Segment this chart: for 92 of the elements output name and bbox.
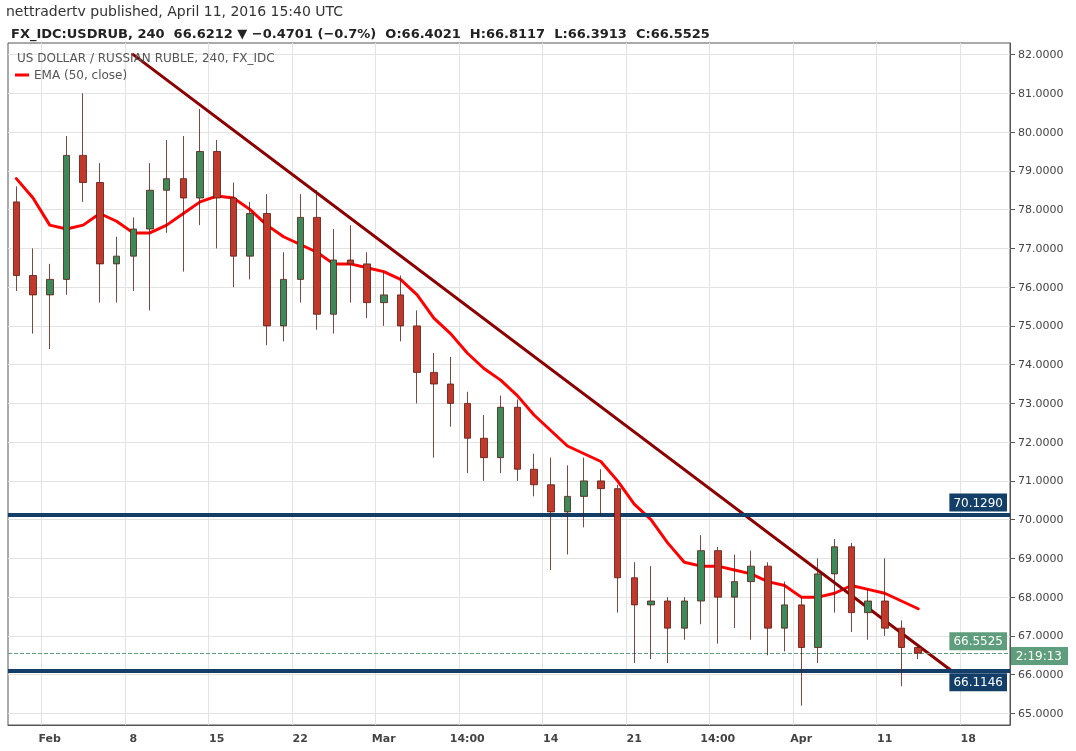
candlestick xyxy=(113,236,120,304)
candlestick xyxy=(430,352,438,459)
candlestick xyxy=(146,162,154,311)
candlestick xyxy=(79,92,87,203)
candlestick xyxy=(781,581,788,652)
candlestick xyxy=(464,391,471,474)
x-tick-label: 14:00 xyxy=(700,732,736,745)
candlestick xyxy=(397,275,404,342)
x-tick-label: 22 xyxy=(292,732,308,745)
candlestick xyxy=(597,468,605,517)
y-tick-label: 71.0000 xyxy=(1018,474,1064,488)
candlestick xyxy=(764,561,772,656)
candlestick xyxy=(514,399,521,482)
y-tick-label: 69.0000 xyxy=(1018,551,1064,565)
candlestick xyxy=(864,588,872,641)
candlestick xyxy=(447,356,454,428)
candlestick xyxy=(246,201,254,280)
y-tick-label: 78.0000 xyxy=(1018,203,1064,217)
y-tick-label: 66.0000 xyxy=(1018,668,1064,682)
candlestick xyxy=(647,565,655,660)
candlestick xyxy=(413,309,421,404)
y-tick-label: 79.0000 xyxy=(1018,164,1064,178)
y-tick-label: 70.0000 xyxy=(1018,513,1064,527)
x-tick-label: Feb xyxy=(38,732,62,745)
y-tick-label: 77.0000 xyxy=(1018,241,1064,255)
candlestick xyxy=(631,561,638,664)
legend-label: EMA (50, close) xyxy=(34,68,128,82)
candlestick xyxy=(798,596,805,707)
y-tick-label: 76.0000 xyxy=(1018,280,1064,294)
x-tick-label: Mar xyxy=(371,732,397,745)
x-tick-label: 14:00 xyxy=(449,732,486,745)
y-tick-label: 72.0000 xyxy=(1018,435,1064,449)
candlestick xyxy=(180,135,187,273)
candlestick xyxy=(580,457,588,528)
candlestick xyxy=(898,619,905,687)
y-tick-label: 68.0000 xyxy=(1018,590,1064,604)
x-tick-label: 18 xyxy=(960,732,976,745)
candlestick xyxy=(347,224,354,304)
text: 2:19:13 xyxy=(1015,649,1063,663)
y-tick-label: 65.0000 xyxy=(1018,706,1064,720)
candlestick xyxy=(263,193,271,346)
candlestick xyxy=(230,182,237,288)
y-tick-label: 82.0000 xyxy=(1018,48,1064,62)
candlestick xyxy=(881,557,889,637)
chart-subtitle: FX_IDC:USDRUB, 240 66.6212 ▼ −0.4701 (−0.7%) O:66.4021 H:66.8117 L:66.3913 C:66.5525 xyxy=(11,26,710,42)
x-tick-label: 11 xyxy=(877,732,893,745)
candlestick xyxy=(530,453,538,497)
ref-line-label: 66.1146 xyxy=(953,675,1003,690)
candlestick xyxy=(848,542,855,633)
x-tick-label: Apr xyxy=(790,732,813,745)
candlestick xyxy=(714,546,722,645)
candlestick xyxy=(130,216,137,292)
candlestick xyxy=(280,251,287,342)
candlestick xyxy=(297,193,304,304)
x-tick-label: 8 xyxy=(129,732,138,745)
candlestick xyxy=(731,554,738,629)
candlestick xyxy=(831,538,838,614)
candlestick xyxy=(163,139,170,234)
y-tick-label: 73.0000 xyxy=(1018,396,1064,410)
x-tick-label: 15 xyxy=(209,732,225,745)
text: nettradertv published, April 11, 2016 15:40 UTC xyxy=(6,3,344,19)
candlestick xyxy=(380,271,388,327)
ref-line-label: 70.1290 xyxy=(953,495,1003,510)
candlestick xyxy=(313,189,321,331)
candlestick xyxy=(13,185,20,292)
y-tick-label: 67.0000 xyxy=(1018,629,1064,643)
candlestick xyxy=(564,464,571,555)
candlestick xyxy=(96,162,104,304)
candlestick xyxy=(196,108,204,226)
x-tick-label: 21 xyxy=(626,732,642,745)
y-tick-label: 75.0000 xyxy=(1018,319,1064,333)
ref-line-label: 66.5525 xyxy=(953,634,1003,649)
candlestick xyxy=(547,457,555,571)
x-tick-label: 14 xyxy=(543,732,559,745)
candlestick xyxy=(213,139,221,249)
candlestick xyxy=(363,251,371,319)
candlestick xyxy=(697,534,705,625)
candlestick xyxy=(814,557,822,664)
candlestick xyxy=(330,228,337,335)
candlestick xyxy=(29,247,37,335)
candlestick xyxy=(497,395,504,474)
y-tick-label: 81.0000 xyxy=(1018,86,1064,100)
candlestick xyxy=(914,643,922,660)
y-tick-label: 80.0000 xyxy=(1018,125,1064,139)
candlestick xyxy=(46,263,54,350)
candlestick xyxy=(63,135,70,296)
candlestick xyxy=(681,596,688,641)
candlestick xyxy=(480,414,488,482)
candlestick xyxy=(747,550,755,641)
candlestick xyxy=(664,596,671,664)
y-tick-label: 74.0000 xyxy=(1018,358,1064,372)
candlestick xyxy=(614,484,621,614)
